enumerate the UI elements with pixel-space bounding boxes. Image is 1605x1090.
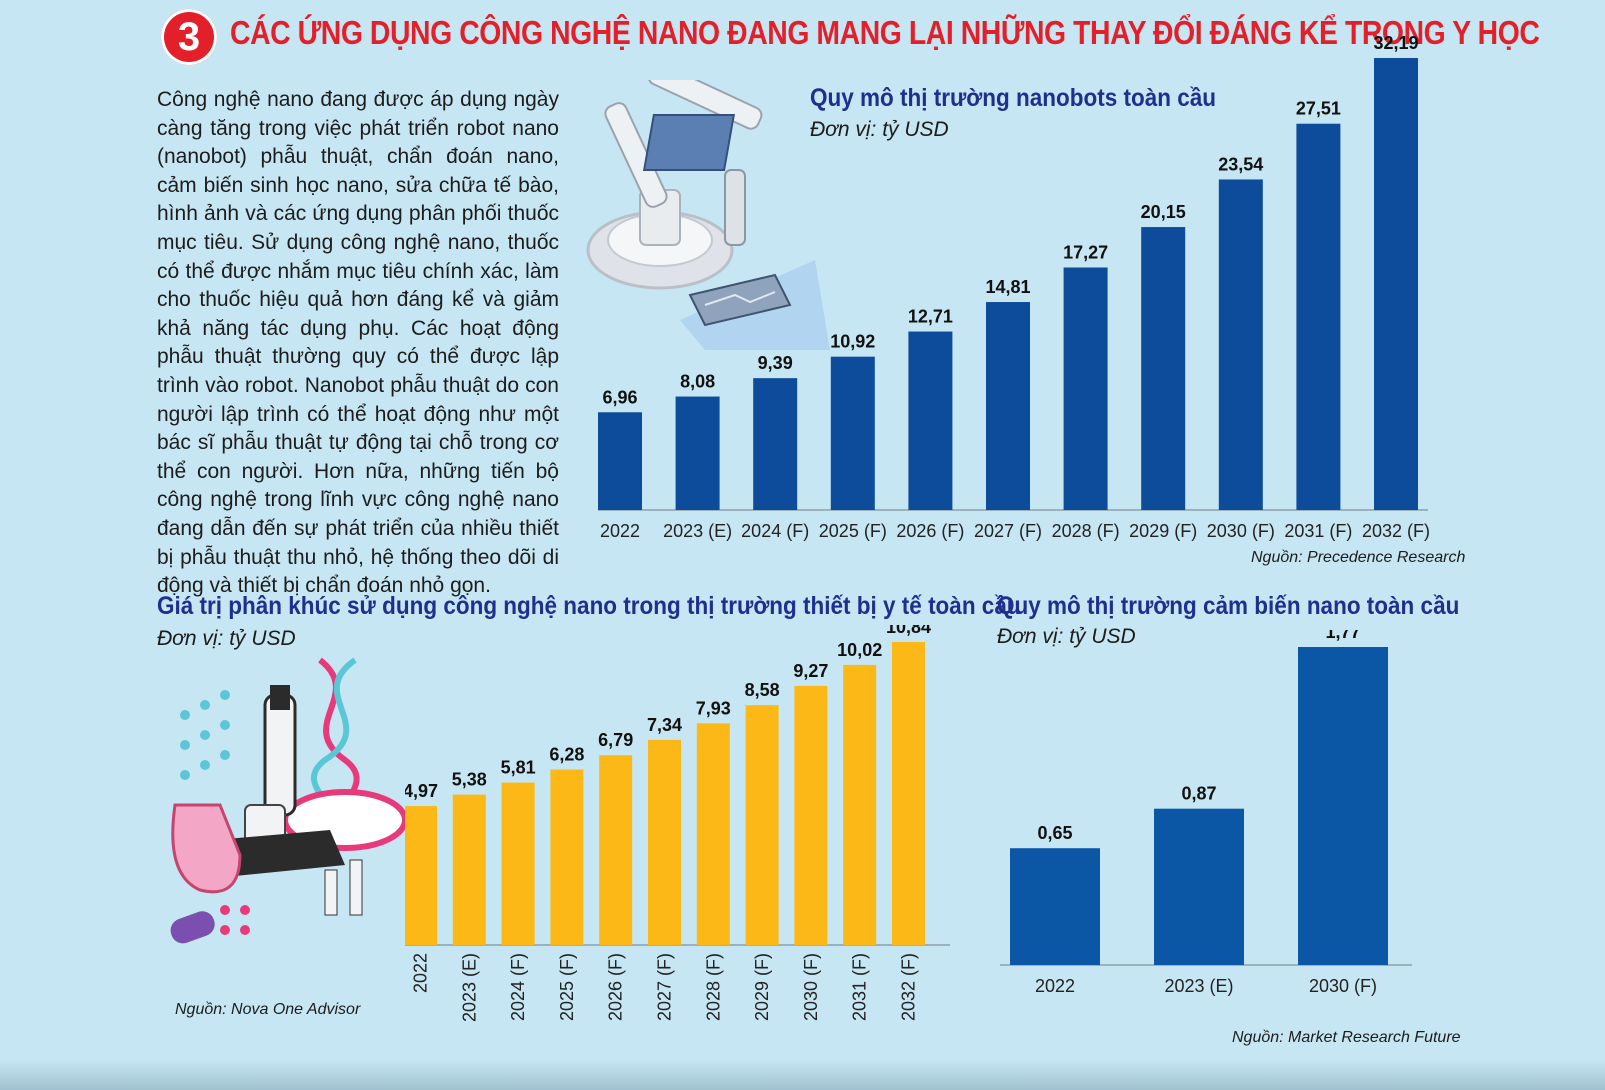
nanosensors-chart-title: Quy mô thị trường cảm biến nano toàn cầu [997, 592, 1460, 620]
bar [1154, 808, 1244, 965]
bar [452, 794, 486, 945]
data-label: 6,79 [598, 730, 633, 750]
data-label: 32,19 [1373, 33, 1418, 53]
data-label: 9,39 [758, 353, 793, 373]
x-tick-label: 2029 (F) [752, 953, 772, 1021]
x-tick-label: 2032 (F) [899, 953, 919, 1021]
x-tick-label: 2027 (F) [974, 521, 1042, 541]
medical-devices-chart-unit: Đơn vị: tỷ USD [157, 627, 296, 650]
nanosensors-chart-source: Nguồn: Market Research Future [1232, 1029, 1461, 1046]
x-tick-label: 2023 (E) [459, 953, 479, 1022]
data-label: 0,65 [1037, 823, 1072, 843]
x-tick-label: 2031 (F) [850, 953, 870, 1021]
data-label: 6,96 [602, 387, 637, 407]
data-label: 10,02 [837, 640, 882, 660]
data-label: 0,87 [1181, 784, 1216, 804]
data-label: 12,71 [908, 307, 953, 327]
x-tick-label: 2022 [600, 521, 640, 541]
bar [794, 685, 828, 945]
medical-devices-nano-chart: 4,97 2022 5,38 2023 (E) 5,81 2024 (F) 6,28 2025… [405, 625, 950, 1022]
bar [753, 378, 798, 510]
data-label: 10,92 [830, 332, 875, 352]
bar [599, 755, 633, 945]
body-paragraph: Công nghệ nano đang được áp dụng ngày cà… [157, 88, 559, 598]
x-tick-label: 2022 [1035, 976, 1075, 996]
bar [1010, 848, 1100, 965]
medical-devices-chart-source: Nguồn: Nova One Advisor [175, 1001, 361, 1018]
x-tick-label: 2022 [411, 953, 431, 993]
nanobots-chart-source: Nguồn: Precedence Research [1251, 549, 1466, 566]
section-number-badge: 3 [161, 9, 217, 65]
nanobots-chart-title: Quy mô thị trường nanobots toàn cầu [810, 84, 1217, 112]
bar [501, 782, 535, 945]
x-tick-label: 2026 (F) [896, 521, 964, 541]
x-tick-label: 2028 (F) [1052, 521, 1120, 541]
medical-devices-chart-title: Giá trị phân khúc sử dụng công nghệ nano… [157, 592, 1021, 620]
x-tick-label: 2024 (F) [508, 953, 528, 1021]
data-label: 14,81 [985, 277, 1030, 297]
bar [986, 302, 1030, 510]
nanosensors-chart-unit: Đơn vị: tỷ USD [997, 625, 1136, 648]
nanobots-market-chart: 6,96 2022 8,08 2023 (E) 9,39 2024 (F) 10,92 202… [598, 33, 1430, 541]
bar [598, 412, 642, 510]
data-label: 8,58 [745, 680, 780, 700]
bottom-edge-shade [0, 1060, 1605, 1090]
bar [1141, 227, 1186, 510]
data-label: 4,97 [405, 781, 438, 801]
x-tick-label: 2030 (F) [1309, 976, 1377, 996]
x-tick-label: 2030 (F) [1207, 521, 1275, 541]
data-label: 6,28 [549, 744, 584, 764]
x-tick-label: 2026 (F) [606, 953, 626, 1021]
bar [1296, 123, 1341, 511]
bar [550, 769, 584, 945]
bar [830, 356, 875, 510]
bar [1374, 58, 1418, 510]
x-tick-label: 2031 (F) [1284, 521, 1352, 541]
data-label: 7,34 [647, 715, 682, 735]
bar [1218, 179, 1263, 510]
data-label: 20,15 [1141, 202, 1186, 222]
data-label: 23,54 [1218, 154, 1263, 174]
data-label: 27,51 [1296, 99, 1341, 119]
bar [1063, 267, 1108, 510]
x-tick-label: 2024 (F) [741, 521, 809, 541]
x-tick-label: 2023 (E) [663, 521, 732, 541]
x-tick-label: 2028 (F) [703, 953, 723, 1021]
bar [1298, 647, 1388, 965]
data-label: 5,38 [452, 770, 487, 790]
bar [745, 705, 779, 945]
x-tick-label: 2029 (F) [1129, 521, 1197, 541]
x-tick-label: 2027 (F) [655, 953, 675, 1021]
page-headline: CÁC ỨNG DỤNG CÔNG NGHỆ NANO ĐANG MANG LẠ… [230, 14, 1540, 51]
data-label: 8,08 [680, 372, 715, 392]
nanobots-chart-unit: Đơn vị: tỷ USD [810, 118, 949, 141]
nanosensors-market-chart: 0,65 2022 0,87 2023 (E) 1,77 2030 (F) [1000, 630, 1412, 996]
x-tick-label: 2032 (F) [1362, 521, 1430, 541]
bar [892, 642, 925, 945]
lab-microscope-illustration [170, 657, 408, 944]
data-label: 9,27 [793, 661, 828, 681]
bar [405, 806, 437, 945]
data-label: 1,77 [1325, 630, 1360, 642]
bar [648, 739, 681, 945]
x-tick-label: 2025 (F) [819, 521, 887, 541]
data-label: 5,81 [501, 758, 536, 778]
x-tick-label: 2025 (F) [557, 953, 577, 1021]
bar [675, 396, 720, 510]
robot-arm-illustration [586, 80, 830, 350]
data-label: 10,84 [886, 625, 931, 637]
x-tick-label: 2023 (E) [1164, 976, 1233, 996]
bar [843, 664, 877, 945]
bar [696, 723, 730, 945]
data-label: 17,27 [1063, 243, 1108, 263]
bar [908, 331, 953, 510]
data-label: 7,93 [696, 698, 731, 718]
x-tick-label: 2030 (F) [801, 953, 821, 1021]
